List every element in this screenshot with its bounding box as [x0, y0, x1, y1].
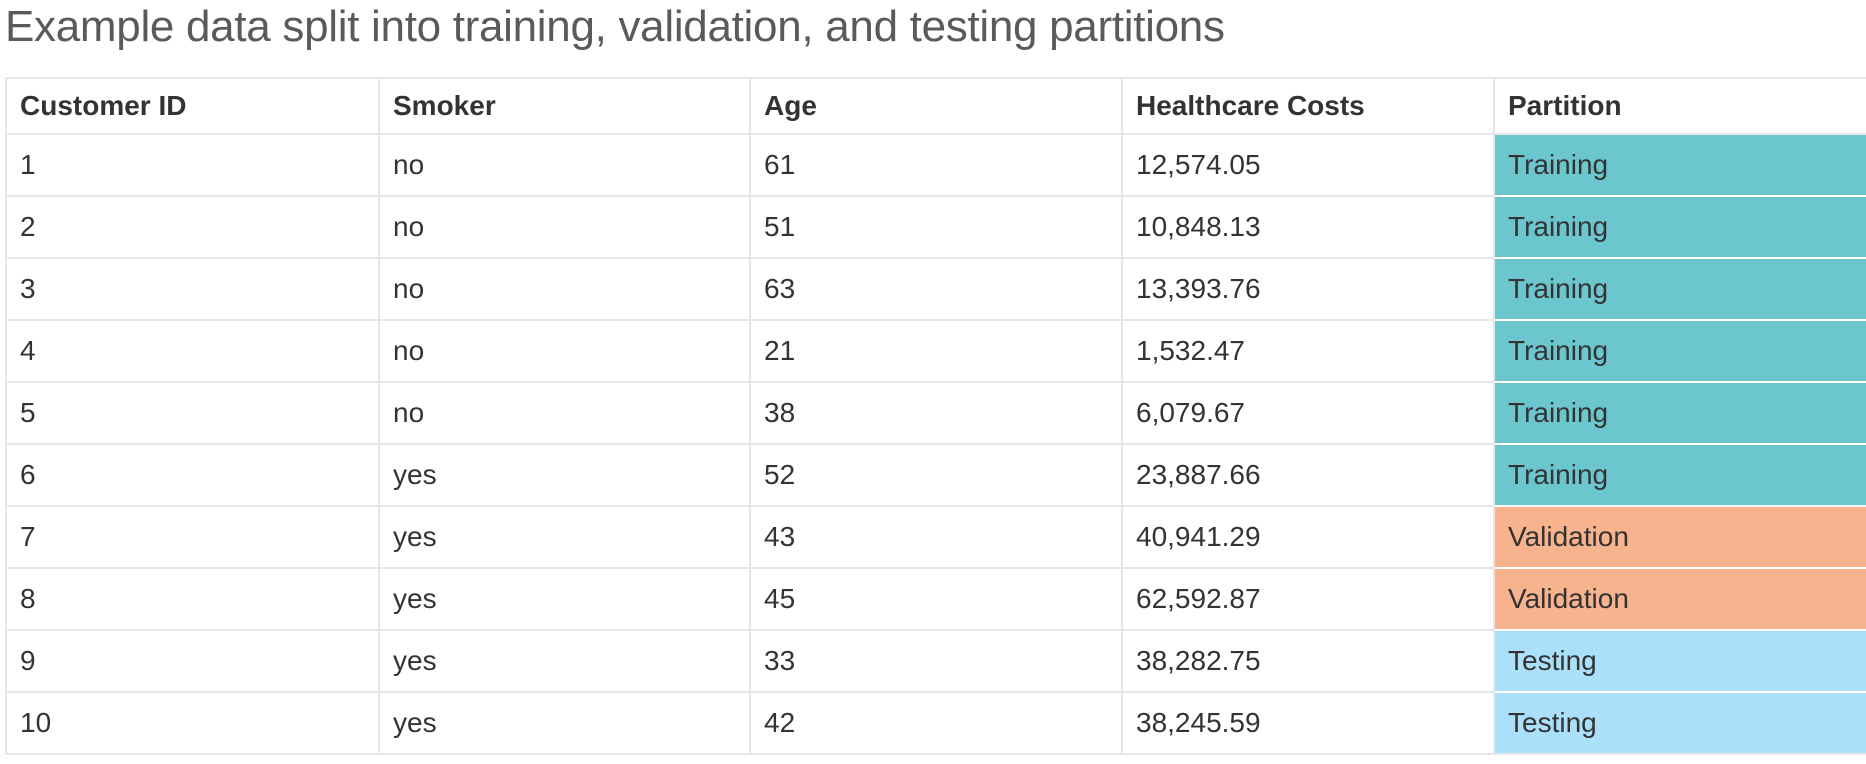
header-partition: Partition	[1493, 77, 1866, 135]
cell-customer-id: 8	[5, 567, 380, 631]
cell-healthcare-costs: 10,848.13	[1121, 195, 1495, 259]
cell-healthcare-costs: 38,245.59	[1121, 691, 1495, 755]
cell-smoker: yes	[378, 629, 751, 693]
cell-healthcare-costs: 38,282.75	[1121, 629, 1495, 693]
cell-customer-id: 9	[5, 629, 380, 693]
cell-healthcare-costs: 6,079.67	[1121, 381, 1495, 445]
cell-partition: Training	[1493, 133, 1866, 197]
header-smoker: Smoker	[378, 77, 751, 135]
table-row: 8 yes 45 62,592.87 Validation	[5, 567, 1866, 631]
cell-partition: Testing	[1493, 691, 1866, 755]
header-age: Age	[749, 77, 1123, 135]
cell-age: 61	[749, 133, 1123, 197]
table-row: 2 no 51 10,848.13 Training	[5, 195, 1866, 259]
table-row: 4 no 21 1,532.47 Training	[5, 319, 1866, 383]
cell-partition: Validation	[1493, 567, 1866, 631]
table-row: 3 no 63 13,393.76 Training	[5, 257, 1866, 321]
cell-age: 33	[749, 629, 1123, 693]
cell-customer-id: 10	[5, 691, 380, 755]
cell-partition: Training	[1493, 381, 1866, 445]
cell-healthcare-costs: 23,887.66	[1121, 443, 1495, 507]
header-healthcare-costs: Healthcare Costs	[1121, 77, 1495, 135]
cell-age: 51	[749, 195, 1123, 259]
cell-customer-id: 7	[5, 505, 380, 569]
table-row: 1 no 61 12,574.05 Training	[5, 133, 1866, 197]
cell-healthcare-costs: 13,393.76	[1121, 257, 1495, 321]
page-title: Example data split into training, valida…	[5, 2, 1225, 51]
cell-age: 43	[749, 505, 1123, 569]
cell-age: 38	[749, 381, 1123, 445]
table-row: 7 yes 43 40,941.29 Validation	[5, 505, 1866, 569]
cell-smoker: no	[378, 133, 751, 197]
cell-customer-id: 2	[5, 195, 380, 259]
cell-healthcare-costs: 12,574.05	[1121, 133, 1495, 197]
cell-partition: Training	[1493, 319, 1866, 383]
cell-smoker: no	[378, 195, 751, 259]
cell-customer-id: 5	[5, 381, 380, 445]
cell-customer-id: 1	[5, 133, 380, 197]
data-table: Customer ID Smoker Age Healthcare Costs …	[5, 77, 1866, 755]
cell-smoker: yes	[378, 567, 751, 631]
cell-partition: Testing	[1493, 629, 1866, 693]
cell-age: 45	[749, 567, 1123, 631]
table-header-row: Customer ID Smoker Age Healthcare Costs …	[5, 77, 1866, 135]
cell-partition: Training	[1493, 195, 1866, 259]
cell-smoker: yes	[378, 691, 751, 755]
cell-age: 63	[749, 257, 1123, 321]
cell-smoker: yes	[378, 505, 751, 569]
cell-smoker: yes	[378, 443, 751, 507]
cell-age: 42	[749, 691, 1123, 755]
cell-smoker: no	[378, 319, 751, 383]
cell-age: 21	[749, 319, 1123, 383]
table-row: 6 yes 52 23,887.66 Training	[5, 443, 1866, 507]
cell-partition: Training	[1493, 257, 1866, 321]
header-customer-id: Customer ID	[5, 77, 380, 135]
cell-customer-id: 4	[5, 319, 380, 383]
table-row: 5 no 38 6,079.67 Training	[5, 381, 1866, 445]
table-row: 9 yes 33 38,282.75 Testing	[5, 629, 1866, 693]
cell-smoker: no	[378, 257, 751, 321]
cell-healthcare-costs: 62,592.87	[1121, 567, 1495, 631]
cell-customer-id: 3	[5, 257, 380, 321]
table-row: 10 yes 42 38,245.59 Testing	[5, 691, 1866, 755]
cell-age: 52	[749, 443, 1123, 507]
cell-smoker: no	[378, 381, 751, 445]
cell-healthcare-costs: 1,532.47	[1121, 319, 1495, 383]
cell-partition: Validation	[1493, 505, 1866, 569]
cell-healthcare-costs: 40,941.29	[1121, 505, 1495, 569]
cell-partition: Training	[1493, 443, 1866, 507]
cell-customer-id: 6	[5, 443, 380, 507]
